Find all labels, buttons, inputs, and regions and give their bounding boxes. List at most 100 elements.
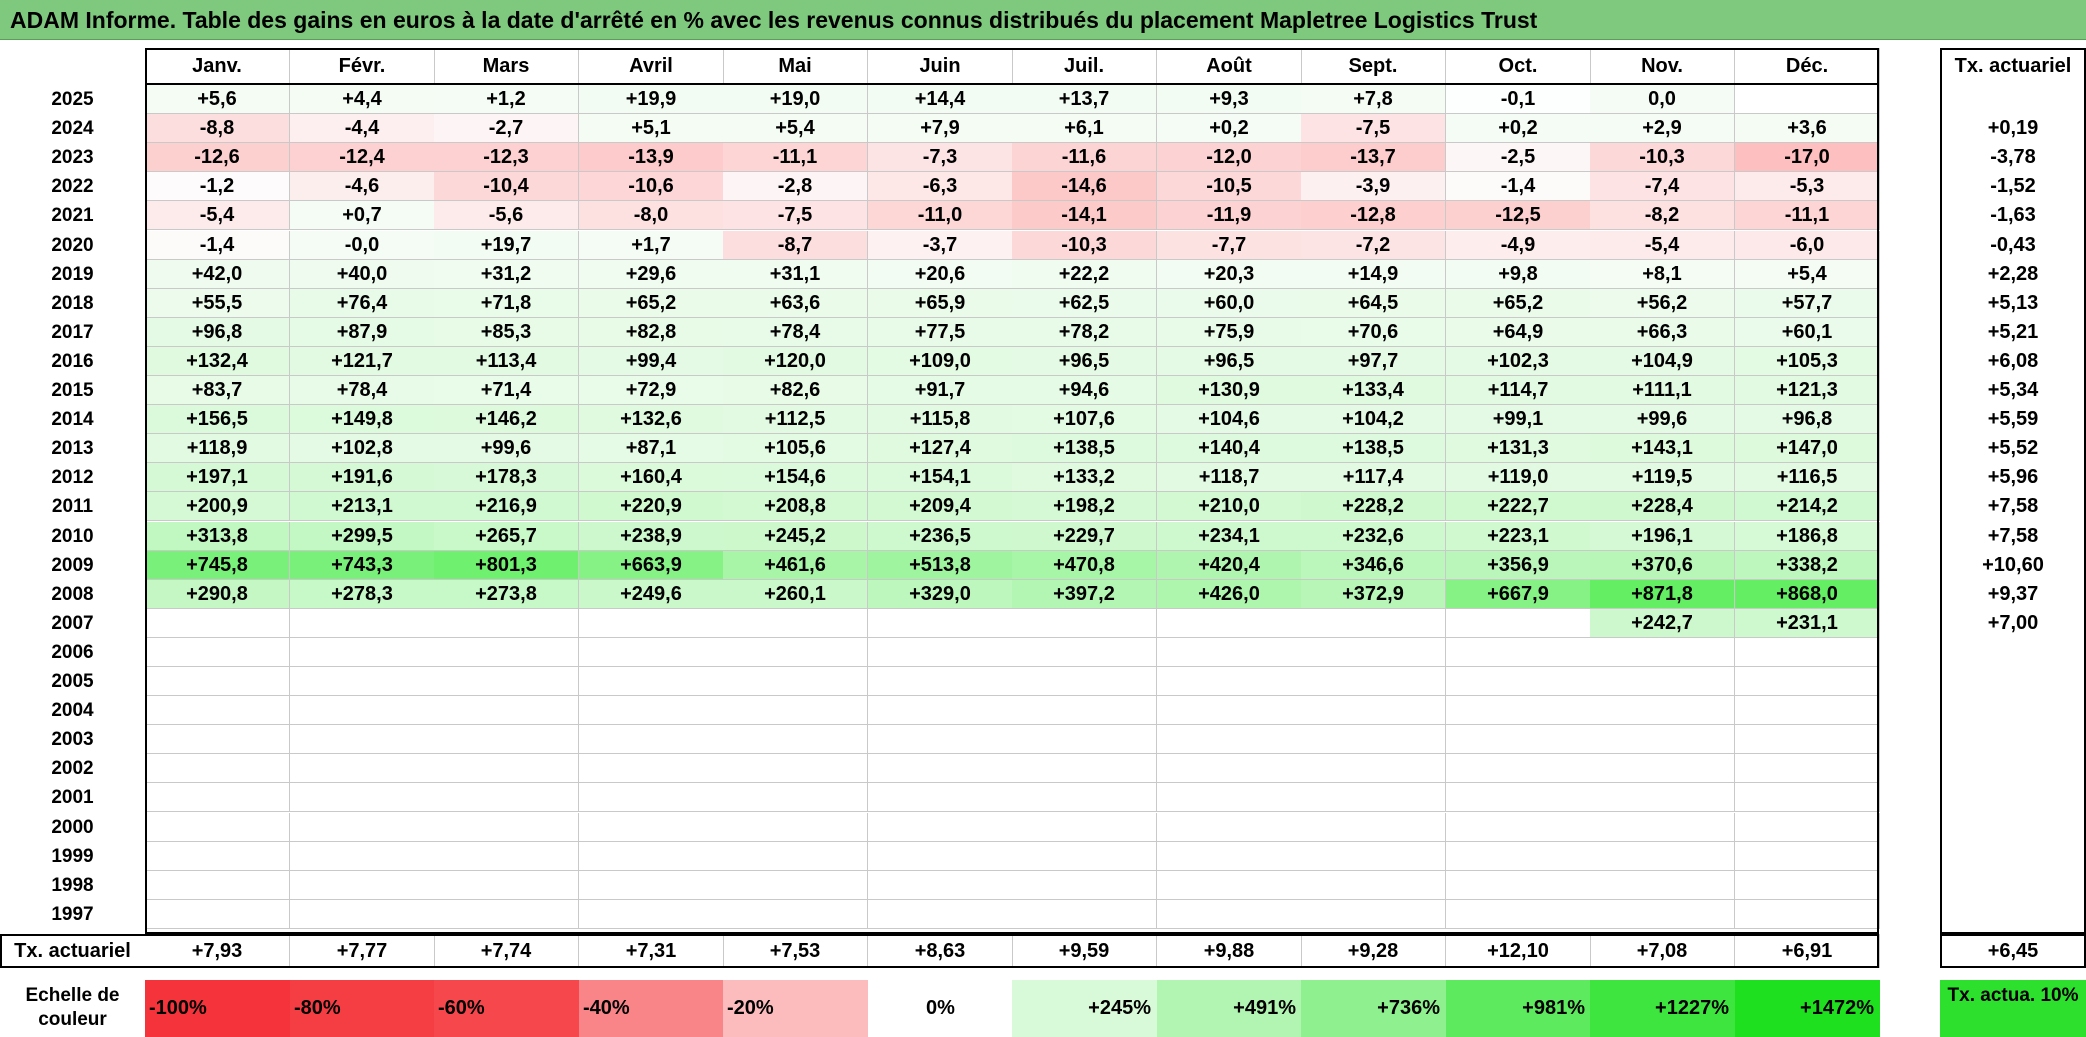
table-cell: +99,1 (1446, 405, 1591, 434)
table-cell: +120,0 (723, 347, 868, 376)
table-cell: -8,7 (723, 231, 868, 260)
table-cell: +31,1 (723, 260, 868, 289)
side-column-header: Tx. actuariel (1954, 55, 2072, 77)
table-cell: +140,4 (1157, 434, 1302, 463)
table-cell (1735, 85, 1880, 114)
table-cell (579, 725, 724, 754)
table-cell (868, 842, 1013, 871)
table-cell: +42,0 (145, 260, 290, 289)
table-cell (579, 754, 724, 783)
table-cell: +65,2 (1446, 289, 1591, 318)
table-cell: -13,9 (579, 143, 724, 172)
table-cell: -5,6 (434, 201, 579, 230)
table-cell (723, 871, 868, 900)
table-cell (1735, 871, 1880, 900)
rate-cell: -1,52 (1990, 175, 2036, 197)
table-cell: +222,7 (1446, 492, 1591, 521)
table-cell: +96,5 (1012, 347, 1157, 376)
table-cell: +99,6 (434, 434, 579, 463)
table-cell: +109,0 (868, 347, 1013, 376)
column-header-4: Avril (579, 48, 724, 85)
year-label: 2007 (51, 613, 94, 634)
color-scale-swatch: +736% (1301, 980, 1446, 1037)
totals-cell: +9,59 (1012, 934, 1157, 968)
table-cell (1012, 754, 1157, 783)
table-cell (1301, 783, 1446, 812)
table-cell (1157, 900, 1302, 929)
table-cell (1301, 667, 1446, 696)
column-header-6: Juin (868, 48, 1013, 85)
table-cell: +4,4 (290, 85, 435, 114)
table-cell: +19,0 (723, 85, 868, 114)
rate-cell (1940, 783, 2086, 812)
table-cell (1301, 842, 1446, 871)
table-cell (1301, 609, 1446, 638)
table-cell: +420,4 (1157, 551, 1302, 580)
table-cell (1590, 813, 1735, 842)
table-cell (579, 900, 724, 929)
year-label: 2013 (51, 438, 94, 459)
table-cell (1157, 667, 1302, 696)
table-cell: +87,9 (290, 318, 435, 347)
table-cell (1735, 842, 1880, 871)
table-cell (579, 667, 724, 696)
table-cell: +62,5 (1012, 289, 1157, 318)
table-cell: +63,6 (723, 289, 868, 318)
table-cell: +397,2 (1012, 580, 1157, 609)
table-cell (1012, 871, 1157, 900)
year-label: 2020 (51, 235, 94, 256)
table-cell (145, 900, 290, 929)
table-cell (145, 609, 290, 638)
table-cell: +133,4 (1301, 376, 1446, 405)
year-label: 2000 (51, 817, 94, 838)
table-cell: +209,4 (868, 492, 1013, 521)
table-cell (579, 813, 724, 842)
table-cell (723, 813, 868, 842)
table-cell: +65,9 (868, 289, 1013, 318)
table-cell: +232,6 (1301, 522, 1446, 551)
table-cell: +71,8 (434, 289, 579, 318)
table-cell: +112,5 (723, 405, 868, 434)
table-cell: -1,4 (1446, 172, 1591, 201)
table-cell (434, 638, 579, 667)
table-cell: +143,1 (1590, 434, 1735, 463)
year-label: 2023 (51, 147, 94, 168)
table-cell (868, 725, 1013, 754)
table-cell: +249,6 (579, 580, 724, 609)
table-cell: -4,4 (290, 114, 435, 143)
color-scale-swatch: +491% (1157, 980, 1302, 1037)
table-cell: -3,7 (868, 231, 1013, 260)
table-cell: +8,1 (1590, 260, 1735, 289)
table-cell: +370,6 (1590, 551, 1735, 580)
table-cell (1157, 696, 1302, 725)
table-cell: -11,6 (1012, 143, 1157, 172)
table-cell: +94,6 (1012, 376, 1157, 405)
table-cell (1157, 871, 1302, 900)
table-cell: +213,1 (290, 492, 435, 521)
table-cell (1012, 667, 1157, 696)
table-cell: +299,5 (290, 522, 435, 551)
table-cell (145, 871, 290, 900)
table-cell (1735, 638, 1880, 667)
table-cell: +7,8 (1301, 85, 1446, 114)
column-header-5: Mai (723, 48, 868, 85)
table-cell: -14,1 (1012, 201, 1157, 230)
table-cell (1446, 871, 1591, 900)
year-label: 2024 (51, 118, 94, 139)
table-cell: +127,4 (868, 434, 1013, 463)
table-cell: -12,4 (290, 143, 435, 172)
table-cell: +104,9 (1590, 347, 1735, 376)
table-cell (1301, 696, 1446, 725)
table-cell: +147,0 (1735, 434, 1880, 463)
table-cell: +60,1 (1735, 318, 1880, 347)
table-cell (434, 783, 579, 812)
table-cell: -2,8 (723, 172, 868, 201)
table-cell: -7,5 (1301, 114, 1446, 143)
table-cell (868, 754, 1013, 783)
table-cell (145, 725, 290, 754)
table-cell: +160,4 (579, 463, 724, 492)
color-scale-swatch: -20% (723, 980, 868, 1037)
table-cell (145, 754, 290, 783)
table-cell: +242,7 (1590, 609, 1735, 638)
